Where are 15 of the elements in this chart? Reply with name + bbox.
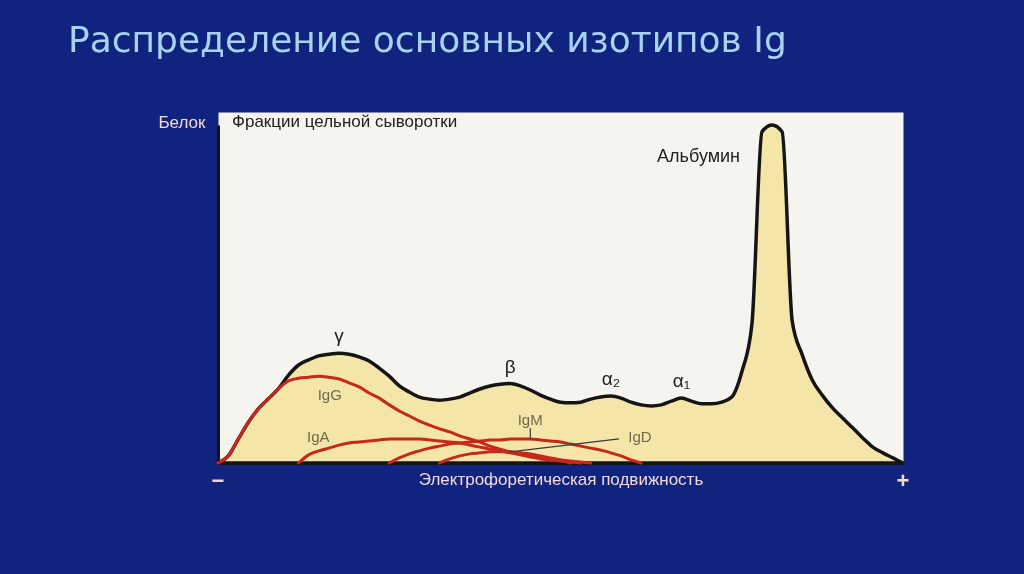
chart-subtitle: Фракции цельной сыворотки <box>232 112 458 131</box>
annotation: Альбумин <box>657 146 741 166</box>
series-label: IgM <box>517 411 543 428</box>
y-axis-title: Белок <box>158 112 207 132</box>
annotation: α₁ <box>672 370 691 392</box>
annotation: β <box>504 355 516 377</box>
x-axis-title: Электрофоретическая подвижность <box>418 469 704 489</box>
series-label: IgA <box>306 428 330 445</box>
annotation: γ <box>334 325 345 347</box>
text: IgD <box>628 427 652 445</box>
text: − <box>211 468 225 493</box>
annotation: α₂ <box>601 368 621 390</box>
series-label: IgG <box>317 386 342 404</box>
chart-title: Распределение основных изотипов Ig <box>68 19 787 60</box>
text: + <box>896 468 910 493</box>
